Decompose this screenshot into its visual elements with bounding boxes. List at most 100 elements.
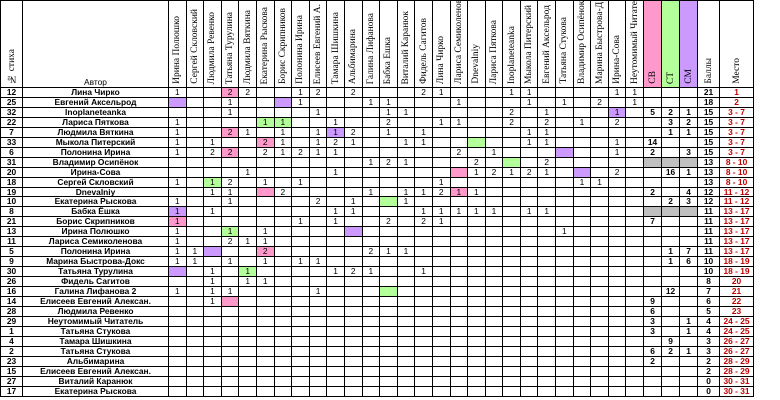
vote-cell: [203, 226, 222, 238]
vote-cell: [308, 335, 328, 347]
vote-cell: [625, 176, 645, 188]
vote-cell: 1: [255, 226, 275, 238]
score: 21: [697, 87, 721, 98]
vote-cell: [203, 256, 222, 268]
vote-cell: [555, 375, 574, 387]
header-voter: Inoplaneteanka: [502, 0, 521, 88]
vote-cell: [572, 216, 592, 228]
vote-cell: [502, 176, 521, 188]
table-row: 4 Тамара Шишкина 9 3 26 - 27: [0, 335, 755, 347]
vote-cell: 1: [168, 126, 187, 138]
vote-cell: [220, 305, 240, 317]
header-voter: Полонина Ирина: [291, 0, 310, 88]
vote-cell: [203, 375, 222, 387]
vote-cell: [308, 375, 328, 387]
vote-cell: [537, 96, 557, 108]
vote-cell: [291, 116, 310, 128]
place: 13 - 17: [719, 236, 755, 248]
table-row: 2 Татьяна Стукова 6 2 1 3 26 - 27: [0, 345, 755, 357]
vote-cell: 2: [537, 156, 557, 168]
header-voter-text: Лариса Пяткова: [488, 19, 499, 84]
sm-count: [679, 96, 699, 108]
vote-cell: 1: [449, 96, 469, 108]
vote-cell: [537, 226, 557, 238]
vote-cell: 2: [255, 146, 275, 158]
vote-cell: [449, 385, 469, 397]
vote-cell: [590, 345, 609, 357]
vote-cell: [343, 335, 363, 347]
vote-cell: [537, 256, 557, 268]
vote-cell: [361, 276, 381, 288]
vote-cell: [326, 87, 345, 98]
vote-cell: [396, 325, 416, 337]
vote-cell: 2: [220, 236, 240, 248]
vote-cell: [484, 87, 504, 98]
vote-cell: [203, 355, 222, 367]
vote-cell: 1: [168, 116, 187, 128]
author-name: Тамара Шишкина: [22, 335, 169, 347]
vote-cell: 2: [343, 126, 363, 138]
vote-cell: 2: [343, 266, 363, 278]
vote-cell: [555, 276, 574, 288]
vote-cell: [255, 335, 275, 347]
vote-cell: [255, 186, 275, 198]
vote-cell: [273, 385, 293, 397]
vote-cell: 2: [203, 146, 222, 158]
vote-cell: [502, 186, 521, 198]
vote-cell: [572, 256, 592, 268]
vote-cell: 1: [396, 246, 416, 258]
vote-cell: [431, 266, 451, 278]
vote-cell: [537, 296, 557, 307]
vote-cell: [484, 96, 504, 108]
vote-cell: [326, 186, 345, 198]
poem-number: 10: [0, 196, 23, 208]
vote-cell: [238, 305, 257, 317]
vote-cell: [238, 246, 257, 258]
header-voter-text: Ирина Полюшко: [172, 16, 183, 84]
vote-cell: [449, 296, 469, 307]
vote-cell: 2: [431, 186, 451, 198]
vote-cell: [414, 355, 433, 367]
vote-cell: [326, 236, 345, 248]
vote-cell: [555, 196, 574, 208]
vote-cell: [590, 246, 609, 258]
poem-number: 14: [0, 296, 23, 307]
vote-cell: [537, 176, 557, 188]
sm-count: [679, 305, 699, 317]
header-voter-text: Евгений Аксельрод: [541, 5, 552, 84]
vote-cell: [502, 96, 521, 108]
vote-cell: [572, 325, 592, 337]
vote-cell: 1: [414, 206, 433, 218]
vote-cell: [502, 296, 521, 307]
vote-cell: [255, 375, 275, 387]
sv-count: [643, 226, 663, 238]
vote-cell: 1: [326, 126, 345, 138]
vote-cell: [343, 256, 363, 268]
vote-cell: [255, 96, 275, 108]
vote-cell: [484, 216, 504, 228]
author-name: Неутомимый Читатель: [22, 315, 169, 327]
vote-cell: [291, 226, 310, 238]
vote-cell: [273, 286, 293, 298]
vote-cell: [555, 176, 574, 188]
vote-cell: 1: [607, 146, 627, 158]
vote-cell: [625, 335, 645, 347]
vote-cell: [255, 206, 275, 218]
vote-cell: [519, 296, 539, 307]
vote-cell: [431, 226, 451, 238]
score: 4: [697, 325, 721, 337]
vote-cell: [555, 186, 574, 198]
vote-cell: [203, 305, 222, 317]
vote-cell: [238, 136, 257, 148]
table-row: 27 Виталий Каранюк 0 30 - 31: [0, 375, 755, 387]
vote-cell: [537, 87, 557, 98]
vote-cell: [625, 325, 645, 337]
sv-count: 3: [643, 315, 663, 327]
vote-cell: [625, 116, 645, 128]
vote-cell: [625, 106, 645, 118]
vote-cell: [590, 256, 609, 268]
place: 3 - 7: [719, 116, 755, 128]
sv-count: [643, 166, 663, 178]
vote-cell: 1: [414, 266, 433, 278]
vote-cell: [414, 116, 433, 128]
